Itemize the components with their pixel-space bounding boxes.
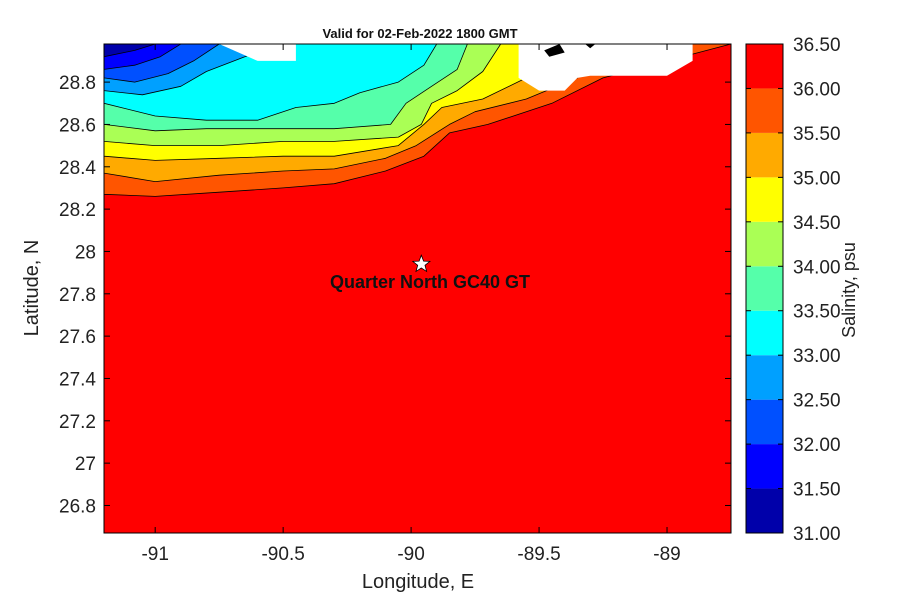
axes: -91 -90.5 -90 -89.5 -89 26.8 27 27.2 27.4 27.6 27.… [59, 43, 732, 565]
y-tick-label: 28.4 [59, 158, 96, 179]
x-tick-label: -90 [397, 544, 424, 565]
contour-fill [104, 44, 731, 533]
y-tick-label: 26.8 [59, 496, 96, 517]
y-tick-label: 28.8 [59, 73, 96, 94]
colorbar-tick-label: 32.00 [793, 435, 841, 456]
colorbar-swatch [746, 44, 783, 89]
colorbar-tick-label: 32.50 [793, 391, 841, 412]
plot-title: Valid for 02-Feb-2022 1800 GMT [322, 26, 517, 41]
colorbar-swatch [746, 399, 783, 445]
colorbar-swatch [746, 488, 783, 533]
colorbar-swatch [746, 355, 783, 400]
colorbar-title: Salinity, psu [839, 242, 859, 338]
colorbar-frame [745, 43, 784, 534]
y-tick-label: 27.2 [59, 412, 96, 433]
y-tick-label: 28 [75, 242, 96, 263]
x-tick-label: -90.5 [261, 544, 304, 565]
colorbar-tick-label: 36.50 [793, 35, 841, 56]
colorbar-tick-label: 31.00 [793, 524, 841, 545]
colorbar-swatch [746, 310, 783, 356]
x-tick-label: -89 [653, 544, 680, 565]
x-tick-label: -89.5 [517, 544, 560, 565]
colorbar-tick-label: 33.00 [793, 346, 841, 367]
colorbar-tick-label: 34.50 [793, 213, 841, 234]
land-marker [544, 44, 565, 57]
colorbar-tick-label: 36.00 [793, 79, 841, 100]
colorbar-swatch [746, 266, 783, 311]
colorbar-swatch [746, 132, 783, 178]
colorbar-tick-label: 31.50 [793, 480, 841, 501]
colorbar-swatch [746, 88, 783, 133]
colorbar: 31.00 31.50 32.00 32.50 33.00 33.50 34.00 34.50… [745, 35, 841, 545]
colorbar-tick-label: 34.00 [793, 257, 841, 278]
colorbar-tick-label: 33.50 [793, 302, 841, 323]
y-tick-label: 28.2 [59, 200, 96, 221]
y-tick-label: 27 [75, 454, 96, 475]
y-axis-title: Latitude, N [21, 240, 43, 337]
y-tick-label: 28.6 [59, 115, 96, 136]
y-tick-label: 27.6 [59, 327, 96, 348]
y-tick-label: 27.4 [59, 369, 96, 390]
map-area [104, 44, 731, 533]
no-data-region [518, 44, 693, 91]
site-star-icon [411, 254, 431, 273]
x-axis-title: Longitude, E [362, 571, 474, 593]
no-data-region [219, 44, 296, 61]
land-marker [585, 44, 596, 49]
plot-frame [103, 43, 732, 534]
y-tick-label: 27.8 [59, 285, 96, 306]
colorbar-swatch [746, 177, 783, 222]
colorbar-swatch [746, 444, 783, 489]
x-tick-label: -91 [141, 544, 168, 565]
contour-band-31.5 [104, 44, 156, 58]
colorbar-tick-label: 35.50 [793, 124, 841, 145]
site-label: Quarter North GC40 GT [330, 272, 530, 292]
colorbar-tick-label: 35.00 [793, 168, 841, 189]
colorbar-swatch [746, 221, 783, 267]
